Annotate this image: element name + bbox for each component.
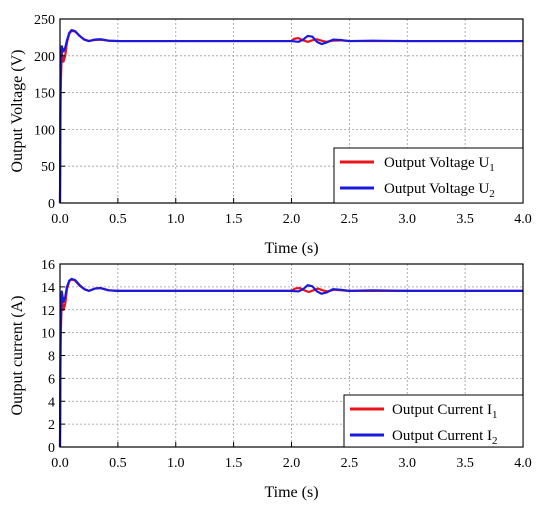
- y-tick-label: 8: [48, 350, 55, 365]
- x-tick-label: 3.5: [456, 212, 474, 227]
- x-tick-label: 2.0: [283, 456, 301, 471]
- y-axis-title: Output current (A): [9, 296, 26, 416]
- x-tick-label: 1.0: [167, 456, 185, 471]
- legend-label-2: Output Voltage U2: [384, 181, 495, 200]
- y-tick-label: 100: [34, 123, 55, 138]
- y-tick-label: 6: [48, 372, 55, 387]
- legend-subscript: 1: [492, 409, 498, 421]
- x-tick-label: 1.0: [167, 212, 185, 227]
- y-tick-label: 250: [34, 13, 55, 28]
- y-axis-title: Output Voltage (V): [9, 50, 26, 173]
- voltage-chart: 0.0 0.5 1.0 1.5 2.0 2.5 3.0 3.5 4.0 0 50 100 150 200 2…: [9, 13, 532, 257]
- legend-name: Output Current I: [392, 428, 492, 444]
- x-tick-label: 1.5: [225, 212, 243, 227]
- y-tick-label: 0: [48, 441, 55, 456]
- legend-subscript: 1: [489, 162, 495, 174]
- legend-subscript: 2: [492, 435, 498, 447]
- x-tick-label: 3.0: [399, 456, 417, 471]
- x-axis-title: Time (s): [264, 240, 318, 257]
- y-tick-label: 10: [41, 327, 55, 342]
- y-tick-label: 16: [41, 258, 55, 273]
- x-tick-label: 0.0: [51, 212, 69, 227]
- x-tick-label: 3.5: [456, 456, 474, 471]
- legend-label-1: Output Current I1: [392, 402, 497, 421]
- y-tick-label: 2: [48, 418, 55, 433]
- y-tick-label: 150: [34, 87, 55, 102]
- x-tick-label: 3.0: [399, 212, 417, 227]
- legend-name: Output Voltage U: [384, 181, 489, 197]
- legend-box: [333, 147, 524, 204]
- legend-box: [343, 394, 524, 448]
- x-tick-label: 0.5: [109, 456, 127, 471]
- legend-subscript: 2: [489, 188, 495, 200]
- y-tick-label: 12: [41, 304, 55, 319]
- x-tick-label: 4.0: [514, 212, 532, 227]
- x-tick-label: 2.5: [341, 212, 359, 227]
- x-tick-label: 4.0: [514, 456, 532, 471]
- current-chart: 0.0 0.5 1.0 1.5 2.0 2.5 3.0 3.5 4.00246810121416…: [9, 258, 532, 501]
- legend-name: Output Voltage U: [384, 155, 489, 171]
- x-tick-label: 2.0: [283, 212, 301, 227]
- y-tick-label: 0: [48, 197, 55, 212]
- x-tick-label: 1.5: [225, 456, 243, 471]
- x-tick-label: 0.0: [51, 456, 69, 471]
- legend-label-1: Output Voltage U1: [384, 155, 495, 174]
- y-tick-label: 50: [41, 160, 55, 175]
- y-tick-label: 200: [34, 50, 55, 65]
- series-line-2: [58, 277, 523, 448]
- x-tick-label: 0.5: [109, 212, 127, 227]
- x-tick-label: 2.5: [341, 456, 359, 471]
- series-line-2: [58, 28, 523, 204]
- x-axis-title: Time (s): [264, 484, 318, 501]
- legend-label-2: Output Current I2: [392, 428, 497, 447]
- y-tick-label: 4: [48, 395, 55, 410]
- legend-name: Output Current I: [392, 402, 492, 418]
- y-tick-label: 14: [41, 281, 55, 296]
